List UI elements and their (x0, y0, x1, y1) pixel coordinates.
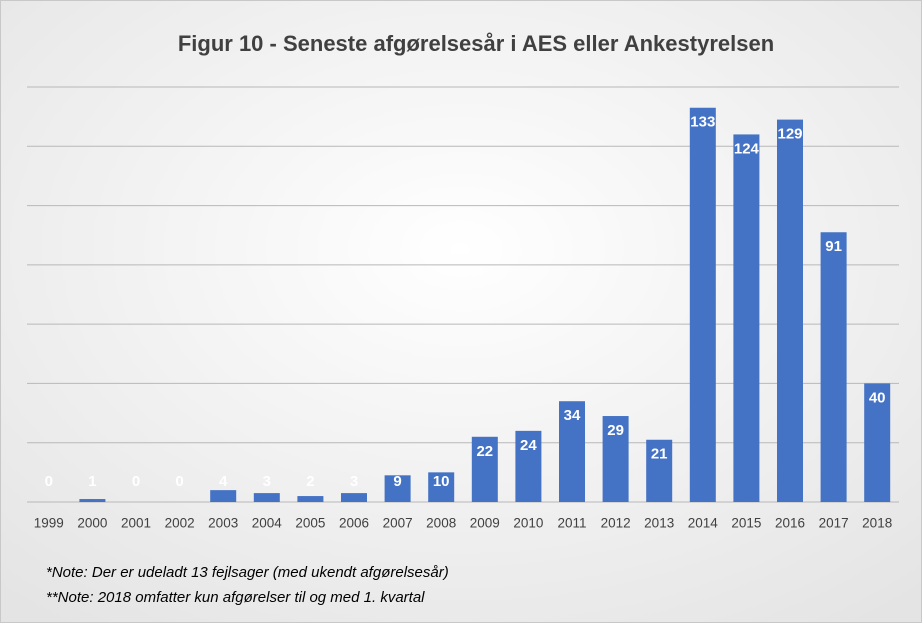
bar (820, 232, 847, 502)
bar (864, 383, 891, 502)
data-label: 2 (306, 473, 314, 490)
x-tick-label: 2011 (557, 516, 586, 531)
bar (428, 472, 455, 502)
bar (471, 436, 498, 502)
bar (79, 499, 106, 502)
x-tick-label: 2008 (426, 516, 456, 531)
data-label: 91 (825, 238, 842, 255)
data-label: 4 (219, 473, 228, 490)
bar (602, 416, 629, 502)
bar (515, 430, 542, 502)
note: **Note: 2018 omfatter kun afgørelser til… (46, 589, 425, 606)
data-label: 129 (777, 126, 802, 143)
x-tick-label: 2006 (339, 516, 369, 531)
x-tick-label: 2003 (208, 516, 238, 531)
x-tick-label: 2004 (252, 516, 283, 531)
x-tick-label: 2012 (601, 516, 631, 531)
data-label: 21 (651, 446, 668, 463)
data-label: 40 (869, 389, 886, 406)
data-label: 29 (607, 422, 624, 439)
bar (210, 490, 237, 502)
x-tick-label: 2007 (383, 516, 413, 531)
data-label: 24 (520, 437, 537, 454)
bar (733, 134, 760, 502)
data-label: 3 (350, 473, 358, 490)
data-label: 10 (433, 473, 450, 490)
chart-title: Figur 10 - Seneste afgørelsesår i AES el… (178, 31, 774, 56)
bar (384, 475, 411, 502)
data-label: 22 (476, 443, 493, 460)
x-tick-label: 2018 (862, 516, 892, 531)
x-tick-label: 2009 (470, 516, 500, 531)
data-label: 133 (690, 114, 715, 131)
x-tick-label: 2017 (819, 516, 849, 531)
x-tick-label: 2000 (77, 516, 107, 531)
bar (341, 493, 367, 502)
bar (559, 401, 585, 502)
x-tick-label: 2010 (513, 516, 543, 531)
data-label: 34 (564, 407, 581, 424)
data-label: 124 (734, 140, 760, 157)
x-tick-label: 2016 (775, 516, 805, 531)
note: *Note: Der er udeladt 13 fejlsager (med … (46, 564, 449, 581)
x-tick-label: 2001 (121, 516, 151, 531)
x-tick-label: 2014 (688, 516, 719, 531)
bar (253, 493, 280, 502)
x-tick-label: 2013 (644, 516, 674, 531)
bar (777, 119, 803, 502)
data-label: 1 (88, 473, 96, 490)
bar (689, 107, 716, 502)
data-label: 0 (132, 473, 140, 490)
data-label: 3 (263, 473, 271, 490)
data-label: 0 (45, 473, 53, 490)
data-label: 0 (175, 473, 183, 490)
bar (646, 439, 673, 502)
x-tick-label: 2002 (165, 516, 195, 531)
data-label: 9 (393, 473, 401, 490)
x-tick-label: 2015 (731, 516, 761, 531)
x-tick-label: 1999 (34, 516, 64, 531)
x-tick-label: 2005 (295, 516, 325, 531)
bar (297, 496, 324, 502)
